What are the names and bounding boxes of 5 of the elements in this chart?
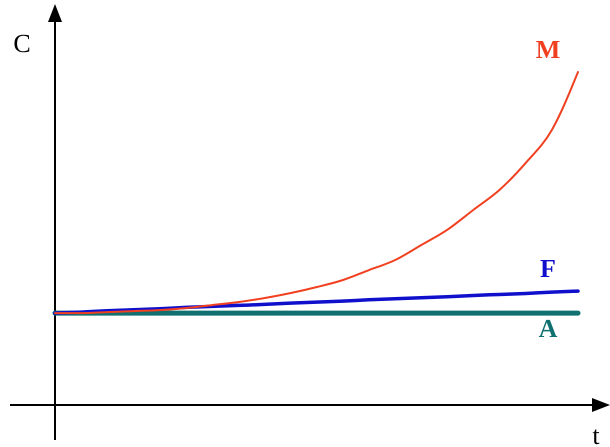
x-axis-title: t	[592, 421, 600, 447]
series-label: M	[536, 35, 560, 64]
series-label: A	[538, 314, 558, 344]
series-label: F	[540, 254, 556, 284]
y-axis-title: C	[13, 29, 31, 58]
